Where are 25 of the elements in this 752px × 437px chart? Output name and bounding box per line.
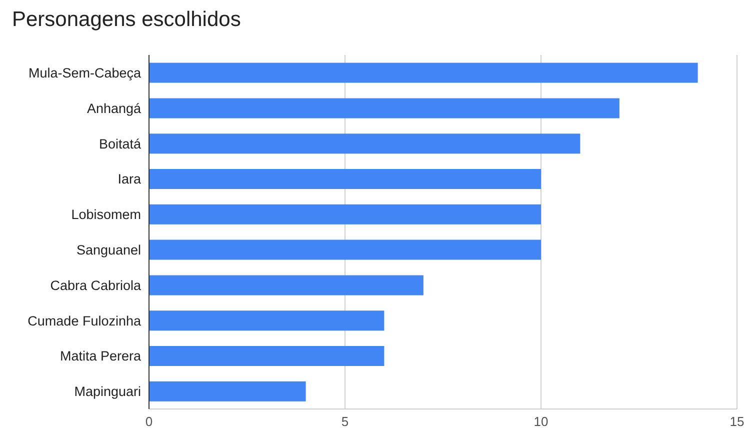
bar [149, 381, 306, 402]
x-tick-label: 0 [145, 414, 153, 430]
bar [149, 98, 620, 118]
y-tick-label: Cabra Cabriola [50, 278, 142, 293]
bar [149, 62, 698, 83]
y-tick-label: Matita Perera [60, 348, 142, 364]
bar [149, 275, 424, 296]
x-tick-label: 10 [534, 414, 548, 430]
x-tick-label: 15 [730, 414, 744, 430]
bar [149, 204, 541, 224]
bar [149, 134, 580, 154]
y-tick-label: Anhangá [86, 100, 142, 116]
y-tick-label: Sanguanel [76, 242, 141, 258]
bar [149, 346, 384, 366]
y-tick-label: Mula-Sem-Cabeça [28, 65, 142, 80]
bar [149, 310, 384, 331]
y-tick-label: Iara [118, 172, 142, 187]
y-tick-label: Mapinguari [74, 384, 141, 400]
y-tick-label: Lobisomem [71, 207, 141, 222]
chart-title: Personagens escolhidos [12, 8, 241, 32]
y-tick-label: Cumade Fulozinha [28, 313, 142, 328]
x-tick-label: 5 [341, 414, 349, 430]
bar [149, 240, 541, 260]
y-tick-label: Boitatá [98, 136, 142, 152]
bar [149, 168, 541, 189]
